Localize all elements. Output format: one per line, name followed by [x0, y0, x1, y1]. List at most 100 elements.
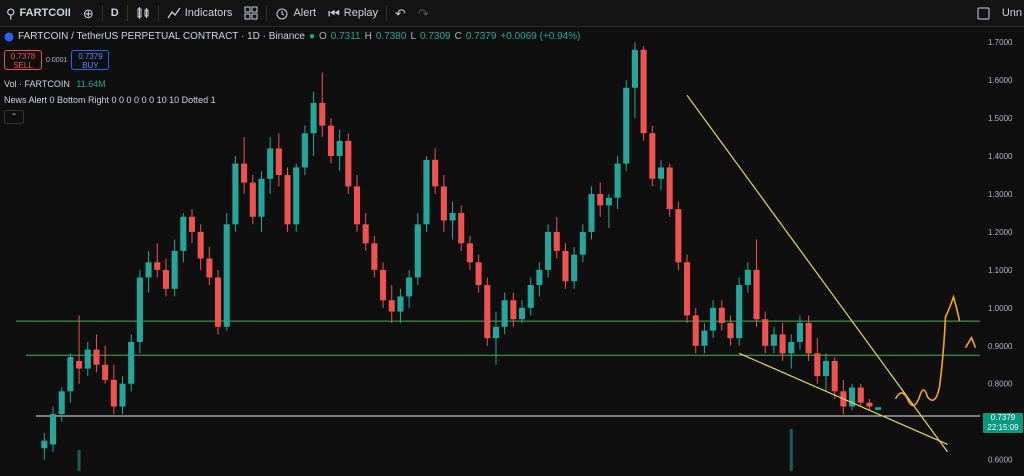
- price-chart[interactable]: 1.7000 1.6000 1.5000 1.4000 1.3000 1.2000 1.10…: [0, 27, 1024, 471]
- projection-arrow: [894, 294, 961, 407]
- candle-body: [501, 300, 508, 327]
- candle-body: [345, 140, 352, 187]
- price-axis-tick: 1.1000: [988, 266, 1013, 275]
- top-toolbar: ⚲ FARTCOII ⊕ D Indicators Alert ⏮ Replay…: [0, 0, 1024, 27]
- price-axis: [979, 27, 1024, 471]
- buy-button[interactable]: 0.7379 BUY: [71, 50, 110, 70]
- candle-body: [128, 341, 135, 384]
- replay-button[interactable]: ⏮ Replay: [322, 0, 384, 26]
- divider: [157, 5, 159, 21]
- volume-bar: [77, 450, 81, 471]
- candle-body: [249, 182, 256, 217]
- candle-body: [492, 326, 500, 339]
- alert-button[interactable]: Alert: [269, 0, 322, 26]
- candle-body: [353, 186, 361, 225]
- candle-body: [849, 387, 856, 407]
- candle-body: [414, 224, 421, 278]
- buy-price: 0.7379: [78, 52, 103, 61]
- status-dot-icon: ●: [308, 31, 315, 42]
- candle-body: [666, 167, 673, 210]
- layout-name[interactable]: Unn: [996, 0, 1024, 26]
- undo-icon: ↶: [395, 5, 406, 21]
- candle-body: [588, 193, 595, 232]
- candle-body: [657, 167, 665, 179]
- replay-label: Replay: [343, 7, 379, 19]
- candle-body: [571, 254, 578, 282]
- candle-body: [631, 49, 638, 88]
- candle-body: [93, 349, 100, 365]
- interval-button[interactable]: D: [105, 0, 125, 26]
- candle-body: [527, 285, 534, 308]
- symbol-search[interactable]: ⚲ FARTCOII: [0, 0, 77, 26]
- undo-button[interactable]: ↶: [389, 0, 412, 26]
- candle-body: [796, 323, 803, 342]
- candle-body: [831, 360, 838, 392]
- candle-body: [875, 407, 882, 410]
- candle-body: [857, 387, 864, 403]
- upper-trend-line: [686, 94, 949, 453]
- alarm-clock-icon: [276, 8, 288, 20]
- candle-body: [171, 250, 178, 289]
- indicators-label: Indicators: [184, 7, 233, 19]
- candle-body: [84, 349, 91, 369]
- price-axis-tick: 0.9000: [988, 342, 1013, 351]
- symbol-legend: FARTCOIN / TetherUS PERPETUAL CONTRACT ·…: [4, 31, 580, 42]
- sell-button[interactable]: 0.7378 SELL: [4, 50, 42, 70]
- candle-body: [319, 102, 326, 126]
- redo-button[interactable]: ↷: [412, 0, 435, 26]
- candle-body: [866, 402, 873, 407]
- candle-body: [518, 307, 526, 320]
- low-value: 0.7309: [420, 31, 451, 42]
- candle-body: [41, 440, 48, 449]
- candle-body: [180, 216, 187, 251]
- candle-body: [805, 323, 812, 354]
- candle-body: [510, 300, 517, 320]
- lower-trend-line: [738, 352, 948, 445]
- trade-panel: 0.7378 SELL 0.0001 0.7379 BUY: [4, 50, 110, 70]
- candle-countdown: 22:15:09: [987, 423, 1019, 432]
- news-alert-label: News Alert 0 Bottom Right 0 0 0 0 0 0 10…: [4, 95, 216, 105]
- layouts-button[interactable]: [238, 0, 264, 26]
- divider: [386, 5, 388, 21]
- candle-body: [762, 319, 769, 346]
- candle-body: [449, 212, 456, 221]
- volume-label: Vol · FARTCOIN: [4, 79, 70, 89]
- price-axis-tick: 1.3000: [988, 190, 1013, 199]
- candle-body: [215, 277, 222, 327]
- open-label: O: [318, 31, 327, 42]
- candle-body: [327, 125, 334, 157]
- chart-area[interactable]: 1.7000 1.6000 1.5000 1.4000 1.3000 1.2000 1.10…: [0, 27, 1024, 471]
- candle-body: [736, 285, 743, 339]
- indicators-icon: [167, 7, 181, 19]
- candle-body: [336, 140, 343, 157]
- close-label: C: [454, 31, 462, 42]
- candle-body: [440, 186, 447, 221]
- candle-body: [623, 87, 630, 164]
- candle-body: [197, 231, 204, 259]
- candle-body: [579, 231, 586, 255]
- rewind-icon: ⏮: [328, 5, 340, 21]
- price-axis-tick: 1.6000: [988, 76, 1013, 85]
- fullscreen-button[interactable]: [971, 0, 996, 26]
- candle-body: [614, 163, 621, 198]
- candle-body: [362, 224, 369, 244]
- low-label: L: [410, 31, 416, 42]
- divider: [101, 5, 103, 21]
- collapse-legend-button[interactable]: ⌃: [4, 110, 24, 124]
- chart-type-button[interactable]: [130, 0, 156, 26]
- spread-value: 0.0001: [46, 56, 68, 64]
- add-symbol-button[interactable]: ⊕: [77, 0, 100, 26]
- candle-body: [49, 414, 57, 445]
- candle-body: [545, 231, 552, 270]
- indicators-button[interactable]: Indicators: [161, 0, 239, 26]
- candle-body: [275, 148, 282, 175]
- candle-body: [284, 175, 291, 225]
- news-alert-legend[interactable]: News Alert 0 Bottom Right 0 0 0 0 0 0 10…: [4, 95, 216, 105]
- price-axis-tick: 1.2000: [988, 228, 1013, 237]
- candle-body: [597, 193, 604, 206]
- candle-body: [145, 262, 152, 278]
- candle-body: [371, 243, 378, 270]
- candle-body: [684, 262, 691, 316]
- symbol-name: FARTCOII: [19, 7, 71, 19]
- volume-legend[interactable]: Vol · FARTCOIN 11.64M: [4, 79, 106, 89]
